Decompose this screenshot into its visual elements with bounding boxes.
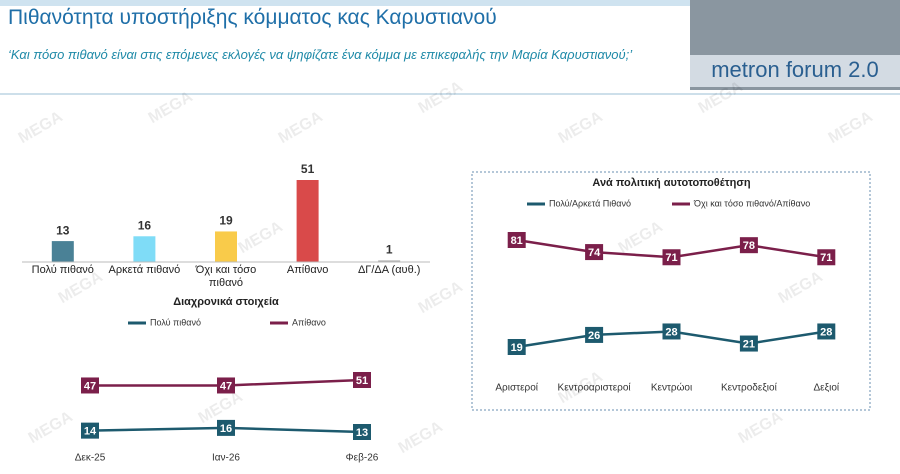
legend-label: Πολύ/Αρκετά Πιθανό [549,198,631,208]
bar [296,180,319,262]
page-subtitle: ‘Και πόσο πιθανό είναι στις επόμενες εκλ… [8,47,633,62]
label-box [507,232,526,248]
category-label: Πολύ πιθανό [31,264,94,276]
value-label: 1 [386,243,393,257]
value-label: 19 [511,342,523,354]
value-label: 19 [219,214,233,228]
label-box [507,339,526,355]
watermark: MEGA [416,78,466,117]
chart-title: Ανά πολιτική αυτοτοποθέτηση [592,177,750,189]
watermark: MEGA [16,108,66,147]
top-band [0,0,900,6]
label-box [817,249,836,266]
label-box [353,424,371,440]
label-box [81,422,99,439]
value-label: 28 [665,326,677,338]
x-tick-label: Κεντροαριστεροί [558,382,632,394]
watermark: MEGA [616,218,666,257]
watermark: MEGA [396,418,446,457]
watermark: MEGA [776,268,826,307]
value-label: 78 [743,240,755,252]
value-label: 47 [84,380,96,392]
watermark: MEGA [736,408,786,447]
x-tick-label: Κεντροδεξιοί [721,382,778,394]
watermark: MEGA [236,218,286,257]
value-label: 21 [743,338,755,350]
legend-label: Πολύ πιθανό [150,317,201,327]
value-label: 51 [356,375,368,387]
watermark: MEGA [556,108,606,147]
bar [378,260,401,262]
label-box [585,326,604,343]
label-box [662,323,681,340]
label-box [217,377,235,394]
legend-label: Απίθανο [292,317,326,327]
x-tick-label: Αριστεροί [495,382,538,394]
category-label: Αρκετά πιθανό [108,264,181,276]
value-label: 26 [588,330,600,342]
value-label: 74 [588,247,601,259]
bar [133,236,156,262]
label-box [353,372,371,388]
x-tick-label: Κεντρώοι [651,382,692,394]
value-label: 71 [665,252,677,264]
x-tick-label: Δεξιοί [813,382,839,394]
value-label: 14 [84,426,97,438]
value-label: 13 [356,427,368,439]
page-title: Πιθανότητα υποστήριξης κόμματος κας Καρυ… [8,6,497,29]
value-label: 81 [511,235,523,247]
label-box [739,335,758,352]
value-label: 28 [820,326,832,338]
value-label: 71 [820,252,832,264]
value-label: 51 [301,162,315,176]
category-label: Όχι και τόσο πιθανό [195,264,257,289]
label-box [81,377,99,394]
category-label: ΔΓ/ΔΑ (αυθ.) [357,264,421,276]
label-box [817,323,836,340]
logo-band [690,55,900,87]
x-tick-label: Δεκ-25 [75,453,106,464]
value-label: 47 [220,380,232,392]
value-label: 16 [220,423,232,435]
legend-label: Όχι και τόσο πιθανό/Απίθανο [693,198,810,208]
watermark: MEGA [26,408,76,447]
x-tick-label: Ιαν-26 [212,453,240,464]
x-tick-label: Φεβ-26 [346,453,379,464]
category-label: Απίθανο [286,264,329,276]
chart-frame [471,171,871,411]
label-box [739,237,758,254]
value-label: 16 [138,218,152,232]
label-box [585,244,604,261]
value-label: 13 [56,223,70,237]
label-box [217,419,235,436]
bar [51,241,74,262]
watermark: MEGA [416,278,466,317]
watermark: MEGA [276,108,326,147]
logo: metron forum 2.0 [711,57,879,82]
watermark: MEGA [826,108,876,147]
bar [215,231,237,262]
chart-title: Διαχρονικά στοιχεία [173,296,279,308]
label-box [662,249,681,266]
